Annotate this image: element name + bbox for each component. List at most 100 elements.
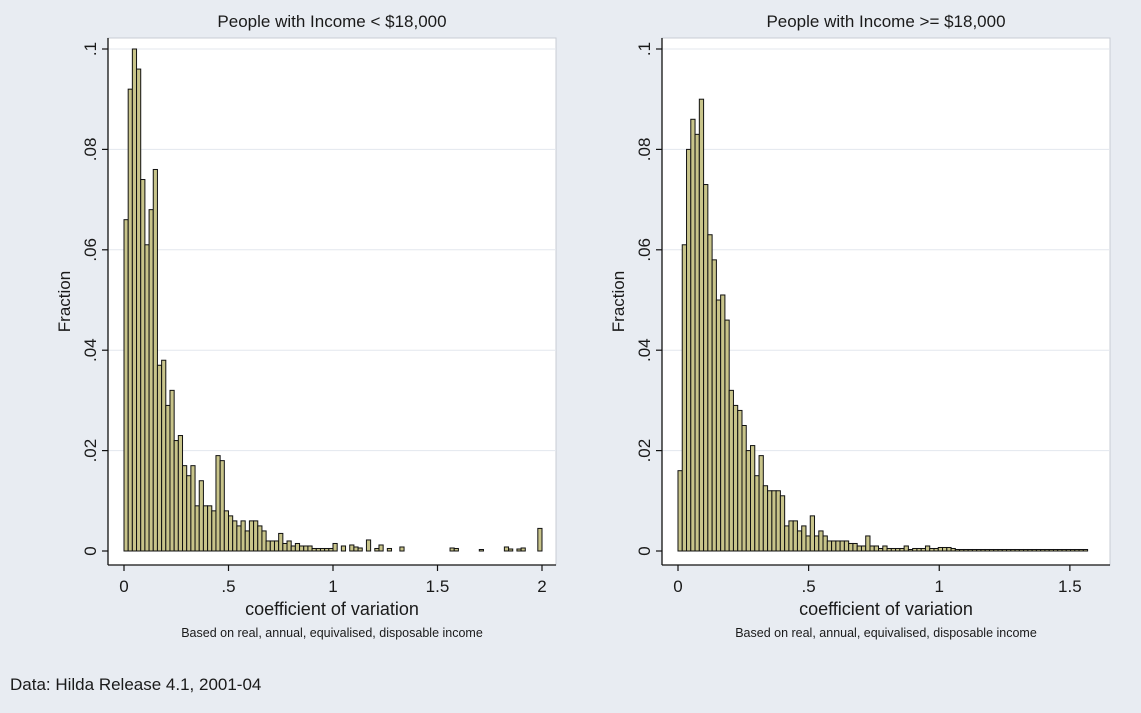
chart-subtitle: Based on real, annual, equivalised, disp… bbox=[181, 626, 483, 640]
histogram-bar bbox=[340, 545, 347, 552]
histogram-bar bbox=[822, 535, 828, 552]
histogram-bar bbox=[784, 525, 790, 552]
histogram-bar bbox=[319, 547, 326, 552]
histogram-bar bbox=[328, 547, 334, 552]
histogram-bar bbox=[865, 535, 871, 552]
histogram-bar bbox=[1010, 548, 1016, 552]
histogram-bar bbox=[207, 505, 213, 552]
histogram-bar bbox=[801, 525, 807, 552]
histogram-bar bbox=[967, 548, 973, 552]
histogram-bar bbox=[724, 319, 730, 552]
histogram-bar bbox=[946, 546, 952, 552]
histogram-bar bbox=[1061, 548, 1067, 552]
x-tick-label: 1 bbox=[935, 577, 944, 596]
histogram-bar bbox=[942, 546, 948, 552]
histogram-bar bbox=[895, 547, 901, 552]
histogram-bar bbox=[984, 548, 990, 552]
histogram-panel-high-income: 0 .02 .04 .06 .08 .1 0 .5 1 1.5 People with Income… bbox=[609, 12, 1111, 640]
histogram-bar bbox=[728, 389, 734, 552]
histogram-bar bbox=[737, 409, 743, 552]
histogram-bar bbox=[762, 485, 769, 552]
histogram-bar bbox=[831, 540, 837, 552]
histogram-bar bbox=[903, 545, 909, 552]
histogram-bar bbox=[278, 532, 284, 552]
histogram-bar bbox=[711, 259, 717, 552]
histogram-bar bbox=[988, 548, 995, 552]
histogram-panel-low-income: 0 .02 .04 .06 .08 .1 0 .5 1 1.5 2 People with Incom… bbox=[55, 12, 557, 640]
histogram-bar bbox=[937, 546, 944, 552]
histogram-bar bbox=[878, 547, 884, 552]
histogram-bar bbox=[211, 510, 217, 552]
y-tick-label: .06 bbox=[635, 238, 654, 262]
histogram-bar bbox=[202, 505, 209, 552]
histogram-bar bbox=[732, 404, 739, 552]
histogram-bar bbox=[215, 455, 221, 552]
histogram-bar bbox=[399, 546, 405, 552]
histogram-bar bbox=[161, 359, 167, 552]
histogram-bar bbox=[899, 547, 905, 552]
histogram-bar bbox=[1065, 548, 1072, 552]
histogram-bar bbox=[677, 470, 683, 552]
y-tick-label: .02 bbox=[81, 439, 100, 463]
histogram-bar bbox=[779, 495, 786, 552]
histogram-bar bbox=[912, 547, 918, 552]
histogram-bar bbox=[848, 542, 854, 552]
histogram-bar bbox=[856, 545, 862, 552]
histogram-bar bbox=[1018, 548, 1025, 552]
histogram-bar bbox=[478, 548, 484, 552]
histogram-bar bbox=[758, 455, 764, 552]
histogram-bar bbox=[843, 540, 850, 552]
histogram-bar bbox=[253, 520, 259, 552]
histogram-bar bbox=[1006, 548, 1012, 552]
x-axis-label: coefficient of variation bbox=[799, 599, 973, 619]
y-tick-label: .04 bbox=[81, 338, 100, 362]
histogram-bar bbox=[353, 546, 359, 552]
histogram-bar bbox=[916, 547, 922, 552]
histogram-bar bbox=[1040, 548, 1046, 552]
x-tick-label: 0 bbox=[119, 577, 128, 596]
x-tick-label: 1.5 bbox=[426, 577, 450, 596]
x-tick-label: .5 bbox=[802, 577, 816, 596]
histogram-bar bbox=[219, 460, 225, 552]
y-tick-label: 0 bbox=[635, 546, 654, 555]
histogram-bar bbox=[190, 465, 196, 552]
x-tick-label: 0 bbox=[673, 577, 682, 596]
histogram-bar bbox=[244, 530, 250, 552]
histogram-bar bbox=[792, 520, 798, 552]
histogram-bar bbox=[537, 527, 543, 552]
histogram-bar bbox=[767, 490, 773, 552]
histogram-bar bbox=[182, 465, 188, 552]
histogram-bar bbox=[1070, 548, 1076, 552]
histogram-bar bbox=[839, 540, 845, 552]
histogram-bar bbox=[950, 547, 956, 552]
histogram-bar bbox=[324, 547, 330, 552]
histogram-bar bbox=[315, 547, 321, 552]
histogram-bar bbox=[131, 48, 138, 552]
chart-title: People with Income < $18,000 bbox=[217, 12, 446, 31]
histogram-bar bbox=[232, 520, 238, 552]
histogram-bar bbox=[1048, 548, 1054, 552]
x-tick-label: 1.5 bbox=[1058, 577, 1082, 596]
histogram-bar bbox=[173, 440, 179, 552]
histogram-bar bbox=[307, 545, 313, 552]
histogram-bar bbox=[123, 219, 129, 552]
histogram-bar bbox=[198, 480, 204, 552]
histogram-bar bbox=[365, 539, 372, 552]
histogram-bar bbox=[835, 540, 841, 552]
histogram-bar bbox=[294, 542, 301, 552]
histogram-bar bbox=[1044, 548, 1050, 552]
histogram-bar bbox=[1014, 548, 1020, 552]
histogram-bar bbox=[750, 445, 756, 552]
histogram-bar bbox=[959, 548, 965, 552]
histogram-bar bbox=[694, 133, 700, 552]
histogram-bar bbox=[707, 234, 713, 552]
histogram-bar bbox=[165, 404, 171, 552]
histogram-bar bbox=[886, 547, 892, 552]
histogram-bar bbox=[136, 68, 142, 552]
histogram-bar bbox=[140, 179, 146, 552]
x-tick-label: 1 bbox=[328, 577, 337, 596]
histogram-bar bbox=[1078, 548, 1084, 552]
histogram-bar bbox=[1001, 548, 1008, 552]
histogram-bar bbox=[924, 545, 931, 552]
